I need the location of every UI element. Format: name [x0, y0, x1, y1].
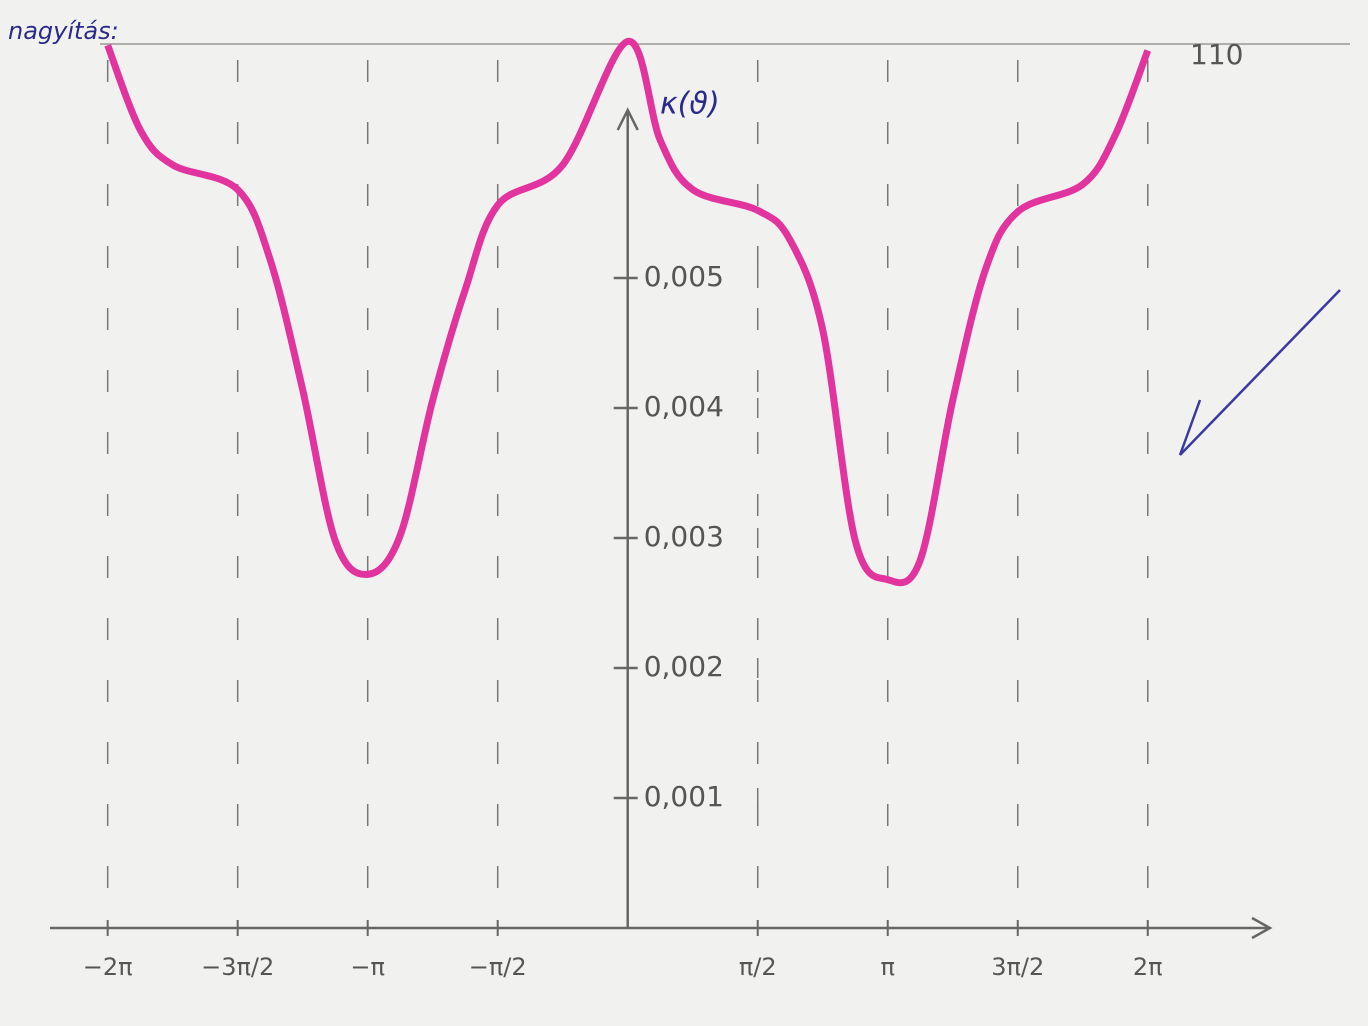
x-tick-label: π	[881, 953, 895, 981]
x-tick-label: 2π	[1133, 953, 1163, 981]
y-tick-label: 0,005	[644, 260, 724, 293]
check-mark	[1178, 289, 1341, 456]
y-tick-label: 0,001	[644, 780, 724, 813]
x-tick-label: −π/2	[469, 953, 527, 981]
y-tick-label: 0,003	[644, 520, 724, 553]
y-axis	[616, 107, 639, 928]
annotation: nagyítás:	[8, 17, 119, 45]
x-axis	[50, 916, 1273, 940]
top-note: 110	[1190, 38, 1243, 71]
x-tick-label: −3π/2	[201, 953, 274, 981]
x-tick-label: 3π/2	[991, 953, 1044, 981]
y-axis-label: κ(ϑ)	[660, 87, 720, 122]
x-tick-label: −2π	[83, 953, 133, 981]
y-tick-label: 0,002	[644, 650, 724, 683]
curve	[104, 37, 1152, 587]
x-tick-label: −π	[350, 953, 385, 981]
x-tick-label: π/2	[739, 953, 777, 981]
y-tick-label: 0,004	[644, 390, 724, 423]
